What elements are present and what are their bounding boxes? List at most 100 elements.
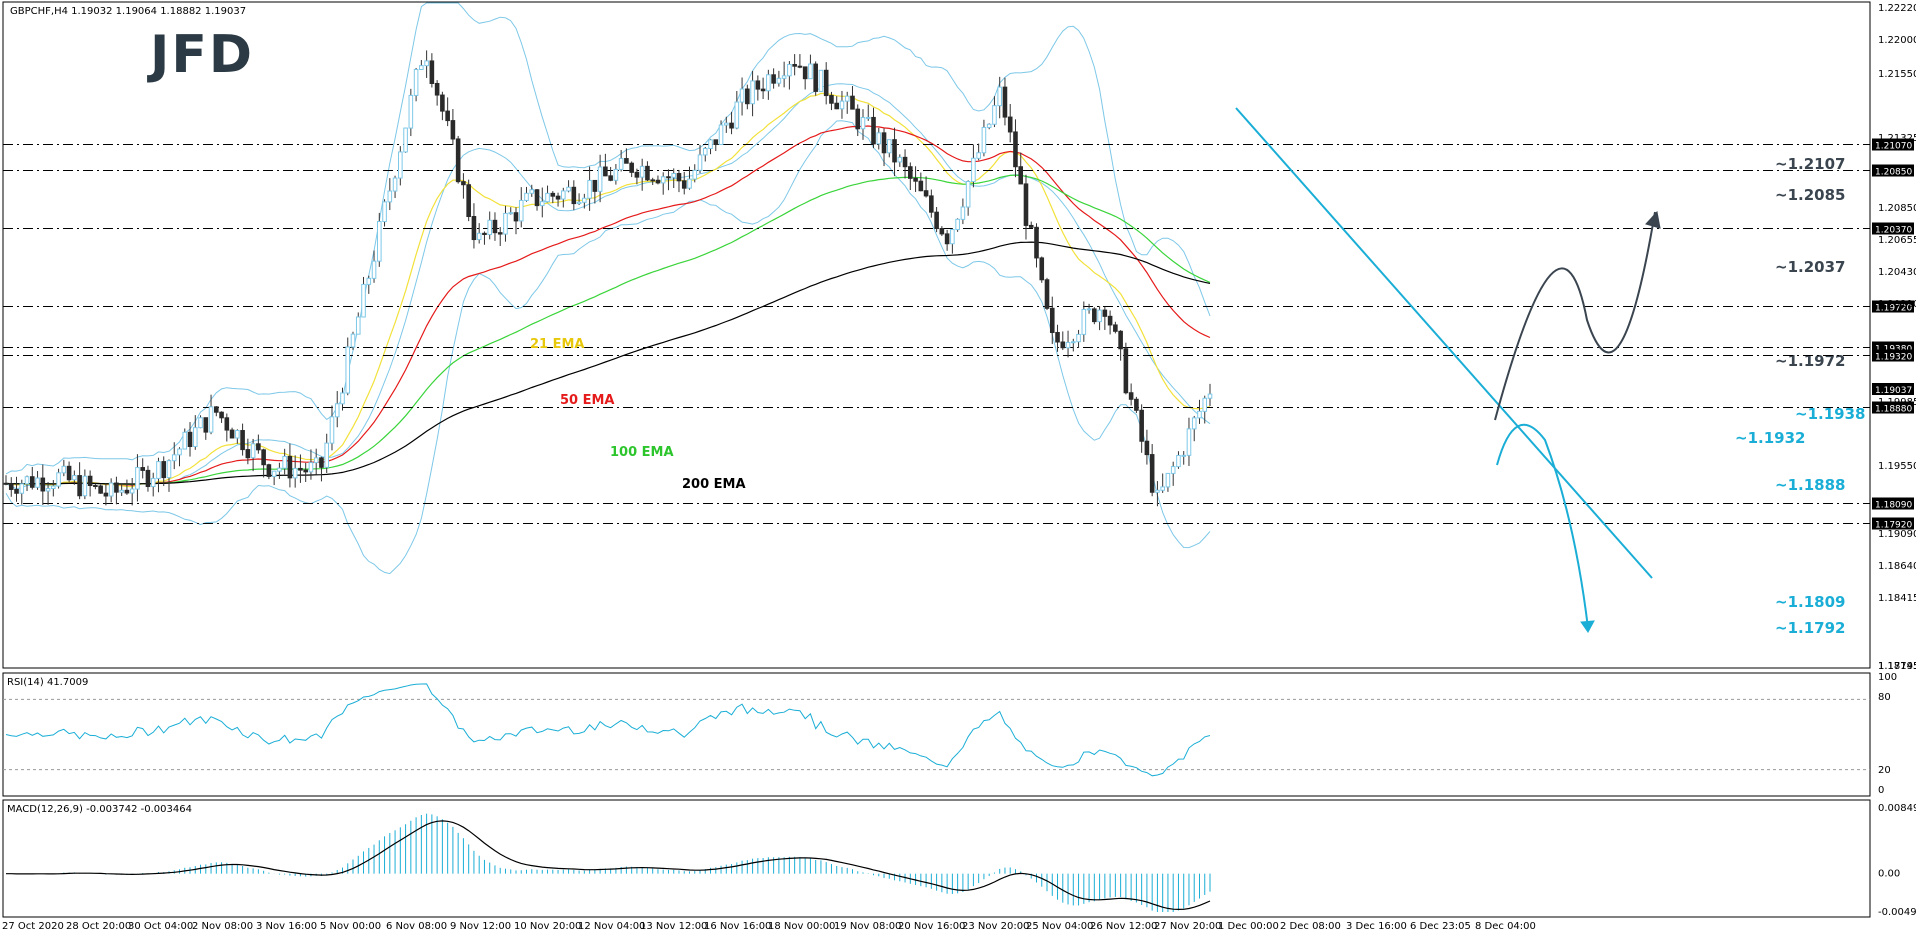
candle-bull bbox=[613, 168, 619, 181]
price-tick: 1.21325 bbox=[1878, 133, 1916, 144]
candle-bear bbox=[829, 95, 834, 104]
candle-bear bbox=[466, 184, 471, 218]
level-price-tag bbox=[1872, 401, 1914, 414]
price-tick: 1.21550 bbox=[1878, 69, 1916, 80]
candle-bear bbox=[923, 190, 929, 197]
candle-bear bbox=[1149, 454, 1155, 493]
candle-bear bbox=[492, 219, 498, 234]
candle-bear bbox=[245, 449, 251, 459]
price-tick: 1.19550 bbox=[1878, 461, 1916, 472]
level-label: ~1.1938 bbox=[1795, 405, 1865, 423]
level-price-tag bbox=[1872, 164, 1914, 177]
ema100-line bbox=[5, 174, 1211, 486]
candle-bear bbox=[450, 120, 456, 140]
candle-bear bbox=[655, 179, 661, 184]
candle-bear bbox=[434, 82, 440, 96]
price-tick: 1.22220 bbox=[1878, 3, 1916, 14]
candle-bull bbox=[376, 221, 382, 262]
candle-bull bbox=[361, 283, 366, 318]
candle-bear bbox=[98, 485, 103, 494]
candle-bull bbox=[45, 487, 51, 492]
candle-bull bbox=[860, 117, 866, 130]
jfd-logo: JFD bbox=[147, 25, 254, 85]
candle-bull bbox=[1176, 454, 1181, 468]
candle-bear bbox=[1134, 398, 1139, 411]
candle-bear bbox=[913, 177, 918, 182]
candle-bear bbox=[1007, 116, 1013, 133]
candle-bull bbox=[639, 165, 645, 178]
level-price-tag-text: 1.17920 bbox=[1875, 521, 1912, 531]
candle-bear bbox=[629, 162, 634, 173]
candle-bull bbox=[776, 77, 782, 84]
level-label: ~1.2107 bbox=[1775, 155, 1845, 173]
candle-bull bbox=[766, 74, 771, 92]
candle-bear bbox=[850, 95, 855, 110]
candle-bear bbox=[187, 431, 193, 447]
candle-bull bbox=[529, 189, 535, 194]
current-price-text: 1.19037 bbox=[1875, 386, 1912, 396]
candle-bear bbox=[592, 179, 598, 192]
candle-bear bbox=[834, 102, 840, 110]
candle-bear bbox=[855, 108, 861, 130]
candle-bull bbox=[844, 95, 850, 102]
price-tick: 1.20430 bbox=[1878, 267, 1916, 278]
time-tick: 13 Nov 12:00 bbox=[640, 921, 707, 932]
candle-bull bbox=[1202, 397, 1208, 412]
price-tick: 1.19985 bbox=[1878, 397, 1916, 408]
candle-bear bbox=[760, 88, 766, 92]
candle-bear bbox=[902, 156, 908, 168]
macd-tick: 0.00 bbox=[1878, 869, 1900, 880]
candle-bear bbox=[66, 465, 72, 481]
candle-bull bbox=[129, 488, 135, 494]
candle-bull bbox=[1076, 333, 1081, 343]
candle-bear bbox=[266, 464, 272, 477]
candle-bear bbox=[124, 489, 130, 494]
candles bbox=[3, 50, 1213, 507]
time-tick: 18 Nov 00:00 bbox=[768, 921, 835, 932]
rsi-tick: 0 bbox=[1878, 785, 1884, 796]
candle-bull bbox=[108, 482, 114, 497]
candle-bull bbox=[24, 476, 30, 485]
bullish-scenario-path bbox=[1494, 211, 1656, 421]
price-tick: 1.22000 bbox=[1878, 35, 1916, 46]
bearish-arrow-head bbox=[1580, 620, 1595, 633]
candle-bear bbox=[1128, 392, 1134, 400]
level-label: ~1.1932 bbox=[1735, 429, 1805, 447]
time-tick: 6 Dec 23:05 bbox=[1410, 921, 1471, 932]
candle-bear bbox=[881, 132, 887, 154]
time-tick: 2 Dec 08:00 bbox=[1280, 921, 1341, 932]
price-panel bbox=[2, 1, 1871, 669]
candle-bull bbox=[487, 219, 493, 236]
candle-bull bbox=[1160, 486, 1165, 491]
candle-bull bbox=[576, 201, 582, 205]
candle-bull bbox=[503, 212, 508, 235]
candle-bull bbox=[660, 176, 666, 184]
candle-bear bbox=[1123, 348, 1129, 394]
candle-bull bbox=[350, 333, 356, 348]
candle-bear bbox=[650, 179, 655, 182]
candle-bear bbox=[1023, 183, 1029, 226]
candle-bull bbox=[135, 467, 140, 490]
candle-bull bbox=[355, 316, 361, 335]
support-resistance-levels: 1.21070 ~1.2107 1.20850 ~1.2085 1.20370 ~1.20… bbox=[3, 138, 1914, 637]
candle-bull bbox=[965, 181, 971, 208]
candle-bull bbox=[865, 116, 871, 119]
candle-bull bbox=[476, 232, 482, 241]
candle-bull bbox=[177, 448, 182, 456]
bollinger-upper bbox=[5, 2, 1211, 475]
candle-bull bbox=[671, 173, 677, 178]
candle-bull bbox=[403, 127, 408, 153]
rsi-panel bbox=[2, 672, 1871, 797]
candle-bear bbox=[319, 457, 324, 468]
candle-bear bbox=[918, 180, 924, 192]
time-tick: 19 Nov 08:00 bbox=[834, 921, 901, 932]
level-price-tag-text: 1.19720 bbox=[1875, 304, 1912, 314]
time-tick: 20 Nov 16:00 bbox=[898, 921, 965, 932]
candle-bear bbox=[1092, 308, 1097, 323]
candle-bull bbox=[156, 461, 161, 479]
time-tick: 23 Nov 20:00 bbox=[962, 921, 1029, 932]
ema200-label: 200 EMA bbox=[682, 477, 746, 492]
candle-bull bbox=[587, 179, 592, 199]
candle-bear bbox=[224, 417, 230, 431]
